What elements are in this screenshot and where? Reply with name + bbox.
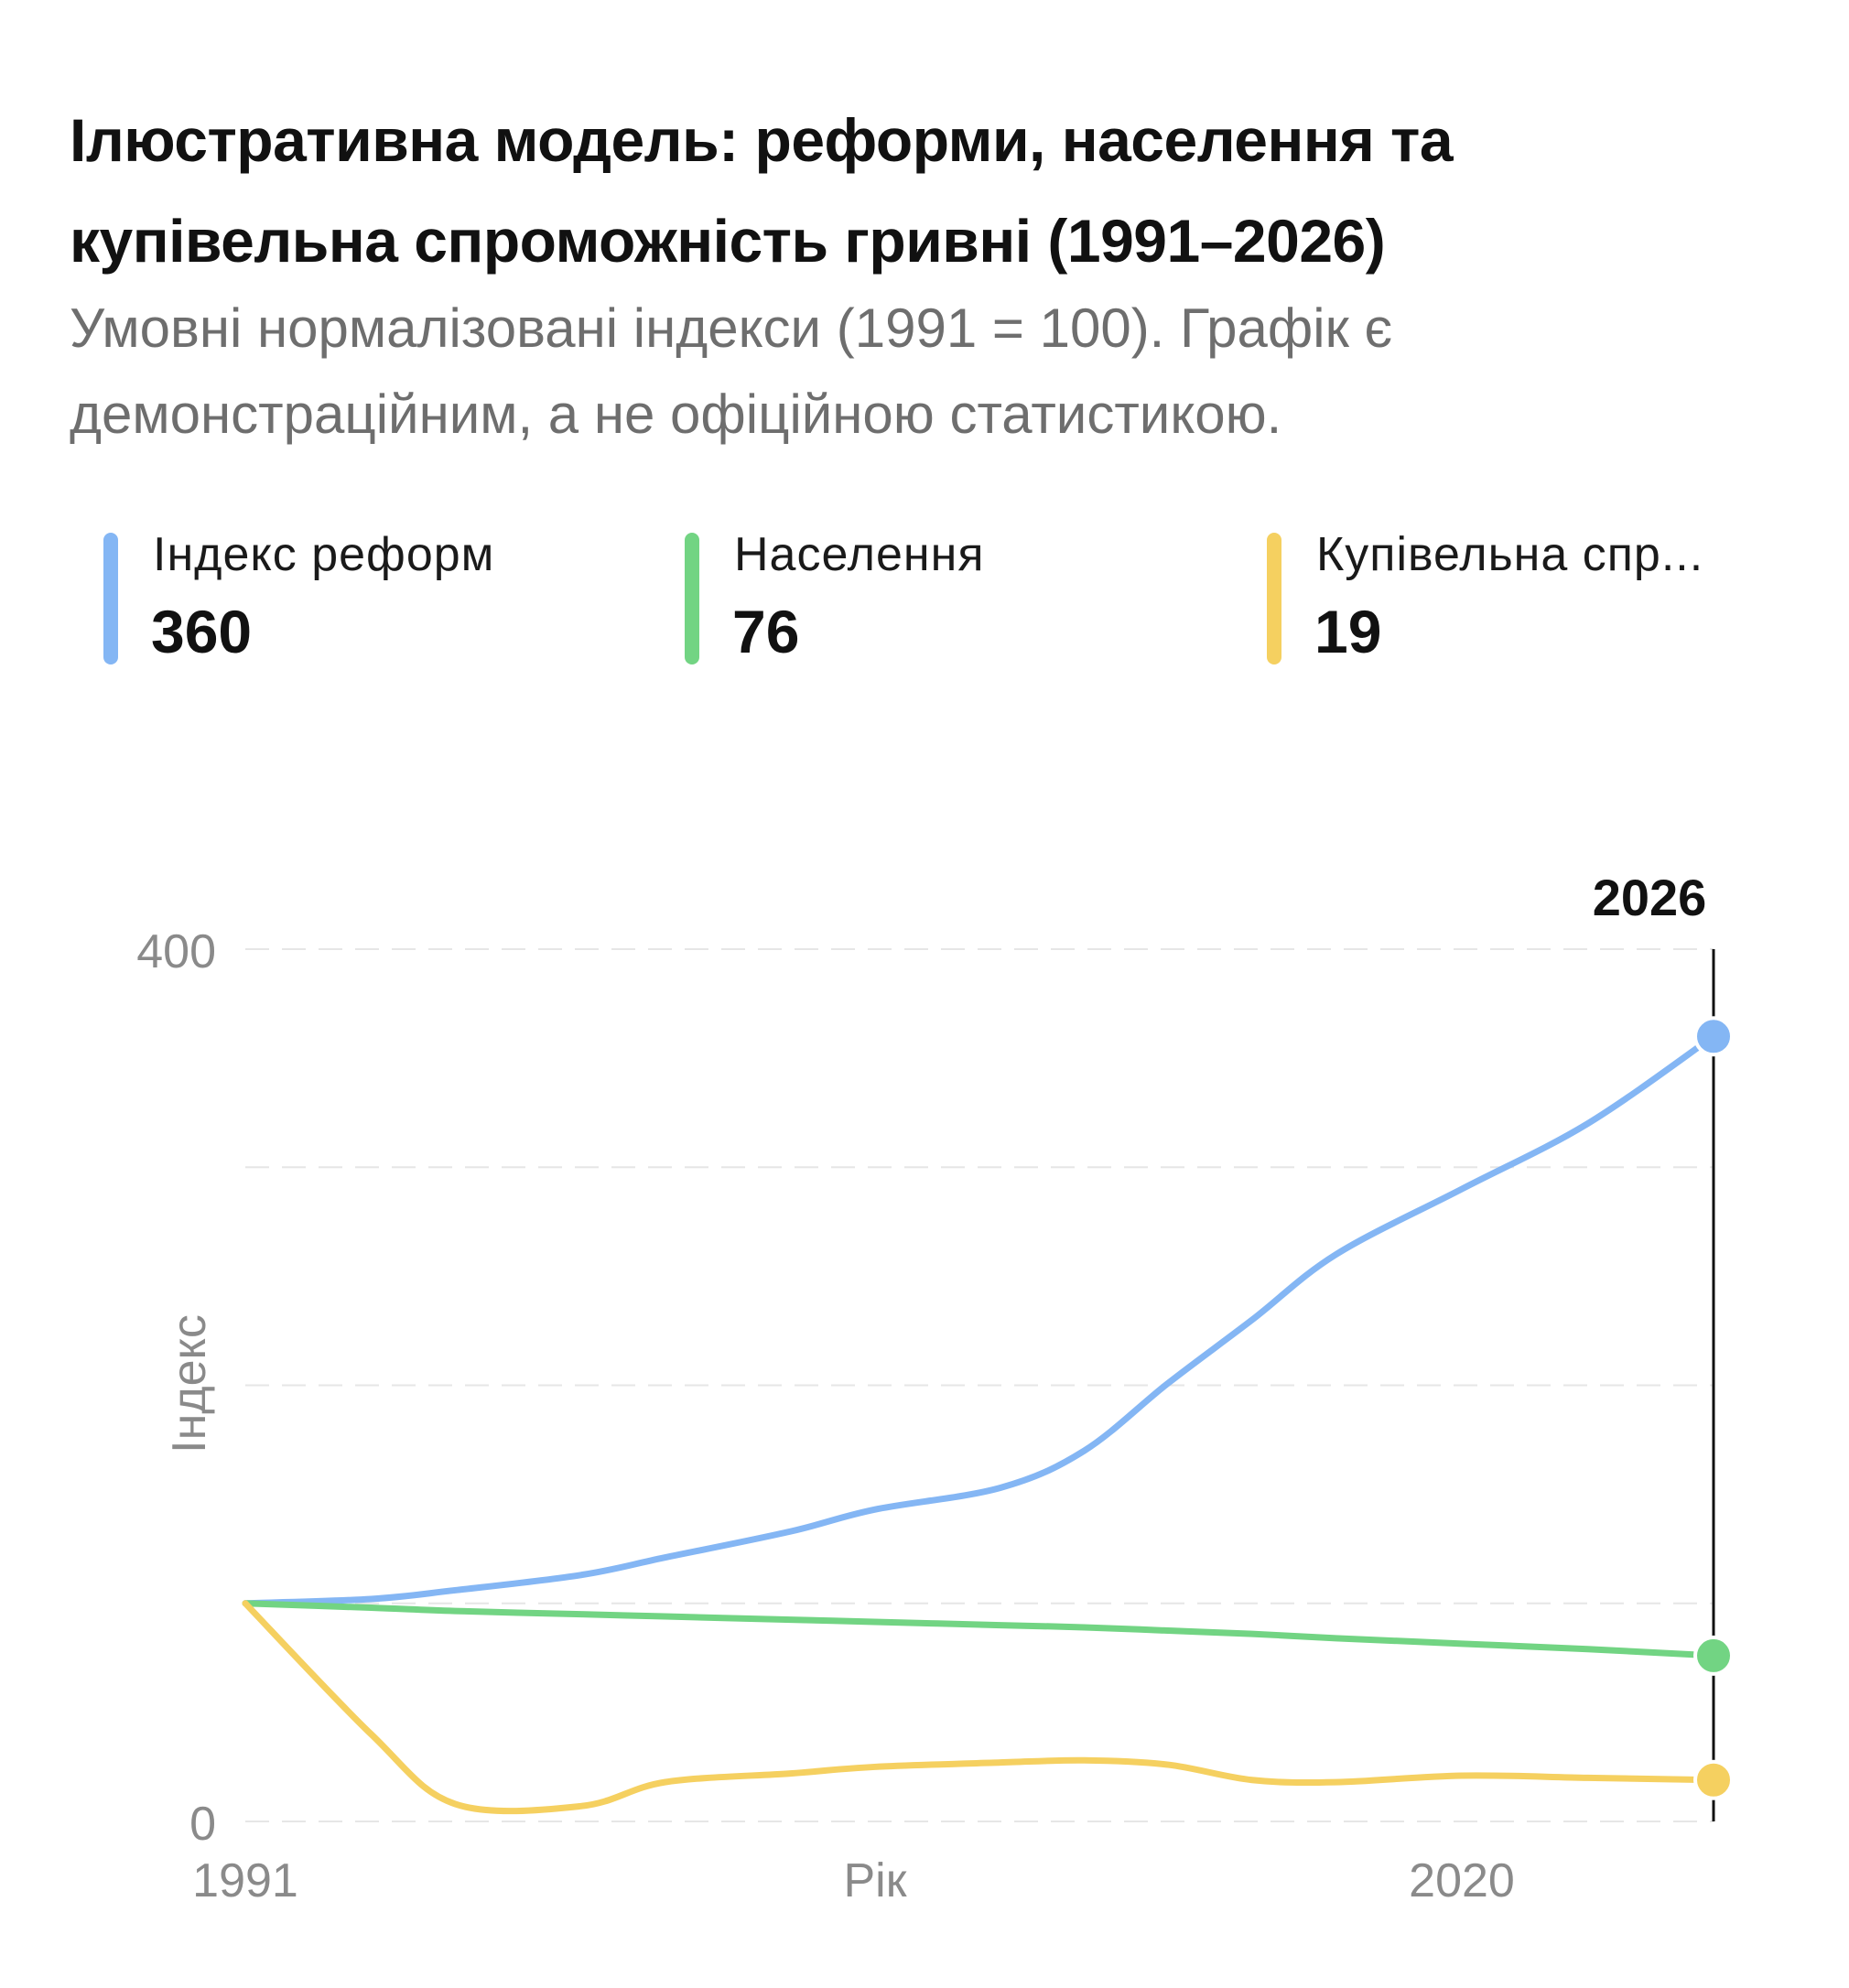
x-axis-label: Рік: [844, 1854, 907, 1907]
highlight-year-label: 2026: [1593, 869, 1707, 926]
legend-value-population: 76: [732, 598, 800, 665]
x-tick-label: 1991: [192, 1854, 298, 1907]
chart-subtitle-line1: Умовні нормалізовані індекси (1991 = 100…: [70, 297, 1393, 359]
line-chart[interactable]: 0 400 1991 2020 Рік Індекс 2026: [0, 824, 1849, 1922]
series-line-purchasing-power: [242, 1600, 1717, 1815]
legend-item-reforms[interactable]: Індекс реформ 360: [103, 525, 653, 672]
legend-label-purchasing-power: Купівельна спр...: [1316, 528, 1704, 581]
chart-title-line1: Ілюстративна модель: реформи, населення …: [70, 106, 1454, 174]
legend-item-purchasing-power[interactable]: Купівельна спр... 19: [1267, 525, 1816, 672]
legend-item-population[interactable]: Населення 76: [685, 525, 1234, 672]
x-tick-label: 2020: [1409, 1854, 1515, 1907]
legend-swatch-reforms: [103, 533, 118, 664]
legend-swatch-population: [685, 533, 699, 664]
y-tick-label: 400: [136, 925, 216, 978]
series-line-population: [242, 1600, 1717, 1659]
legend-swatch-purchasing-power: [1267, 533, 1281, 664]
series-end-point-purchasing-power: [1693, 1759, 1734, 1800]
legend-label-population: Населення: [734, 528, 985, 581]
legend: Індекс реформ 360 Населення 76 Купівельн…: [0, 525, 1849, 672]
series-line-reforms: [242, 1032, 1717, 1607]
legend-label-reforms: Індекс реформ: [153, 528, 495, 581]
legend-value-reforms: 360: [151, 598, 253, 665]
chart-title-line2: купівельна спроможність гривні (1991–202…: [70, 207, 1386, 275]
series-end-point-population: [1693, 1635, 1734, 1676]
series-end-point-reforms: [1693, 1016, 1734, 1057]
chart-title: Ілюстративна модель: реформи, населення …: [70, 90, 1717, 291]
legend-value-purchasing-power: 19: [1314, 598, 1382, 665]
y-tick-label: 0: [189, 1798, 216, 1851]
y-axis-label: Індекс: [163, 1314, 216, 1453]
chart-subtitle: Умовні нормалізовані індекси (1991 = 100…: [70, 286, 1626, 458]
chart-subtitle-line2: демонстраційним, а не офіційною статисти…: [70, 384, 1282, 445]
